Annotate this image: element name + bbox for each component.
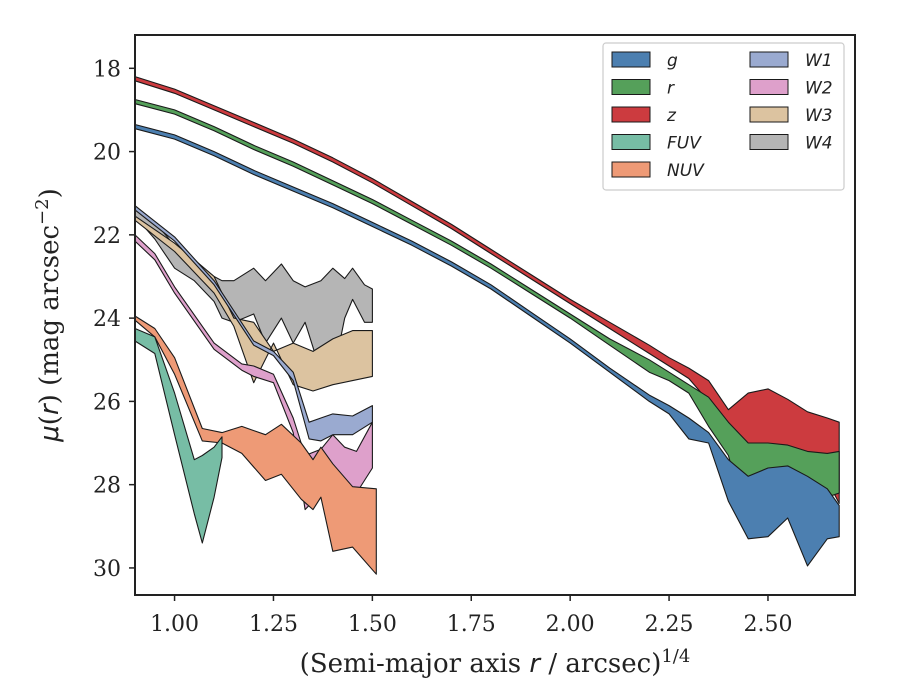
- legend-swatch-w1: [749, 51, 789, 68]
- x-tick-label: 2.25: [645, 612, 694, 637]
- x-tick-label: 1.75: [447, 612, 496, 637]
- legend-label-w3: W3: [805, 106, 833, 126]
- legend-label-w1: W1: [805, 51, 833, 71]
- y-tick-label: 28: [93, 474, 121, 499]
- band-nuv: [134, 315, 377, 575]
- band-w2: [134, 234, 373, 511]
- band-g: [134, 123, 840, 567]
- legend-label-nuv: NUV: [667, 161, 705, 181]
- legend-label-w2: W2: [805, 79, 833, 99]
- y-axis-ticks: 18 20 22 24 26 28 30: [93, 57, 135, 582]
- legend-swatch-z: [611, 106, 651, 123]
- band-w4: [134, 205, 373, 377]
- legend-swatch-r: [611, 79, 651, 95]
- x-tick-label: 1.25: [249, 612, 298, 637]
- band-w1: [134, 205, 373, 442]
- x-tick-label: 1.50: [348, 612, 397, 637]
- legend-label-g: g: [667, 51, 678, 71]
- x-axis-ticks: 1.00 1.25 1.50 1.75 2.00 2.25 2.50: [150, 595, 792, 637]
- y-tick-label: 30: [93, 557, 121, 582]
- y-tick-label: 22: [93, 224, 121, 249]
- legend-swatch-nuv: [611, 161, 651, 178]
- legend-label-w4: W4: [805, 134, 833, 154]
- legend-swatch-w4: [749, 134, 789, 150]
- x-tick-label: 1.00: [150, 612, 199, 637]
- legend-swatch-g: [611, 51, 651, 68]
- y-axis-label: μ(r) (mag arcsec−2): [32, 188, 65, 443]
- plot-frame: [134, 34, 856, 596]
- band-fuv: [134, 327, 223, 544]
- x-tick-label: 2.00: [546, 612, 595, 637]
- legend-swatch-w3: [749, 106, 789, 123]
- legend-label-r: r: [667, 79, 675, 99]
- data-bands: [134, 76, 840, 575]
- legend-label-fuv: FUV: [667, 134, 702, 154]
- band-w3: [134, 215, 373, 392]
- y-tick-label: 26: [93, 390, 121, 415]
- x-tick-label: 2.50: [743, 612, 792, 637]
- legend-swatch-w2: [749, 79, 789, 95]
- y-tick-label: 18: [93, 57, 121, 82]
- y-tick-label: 20: [93, 141, 121, 166]
- legend: grz FUV NUV W1 W2 W3 W4: [602, 42, 845, 191]
- x-axis-label: (Semi-major axis r / arcsec)1/4: [300, 646, 691, 679]
- legend-swatch-fuv: [611, 134, 651, 150]
- y-tick-label: 24: [93, 307, 121, 332]
- legend-label-z: z: [666, 106, 677, 126]
